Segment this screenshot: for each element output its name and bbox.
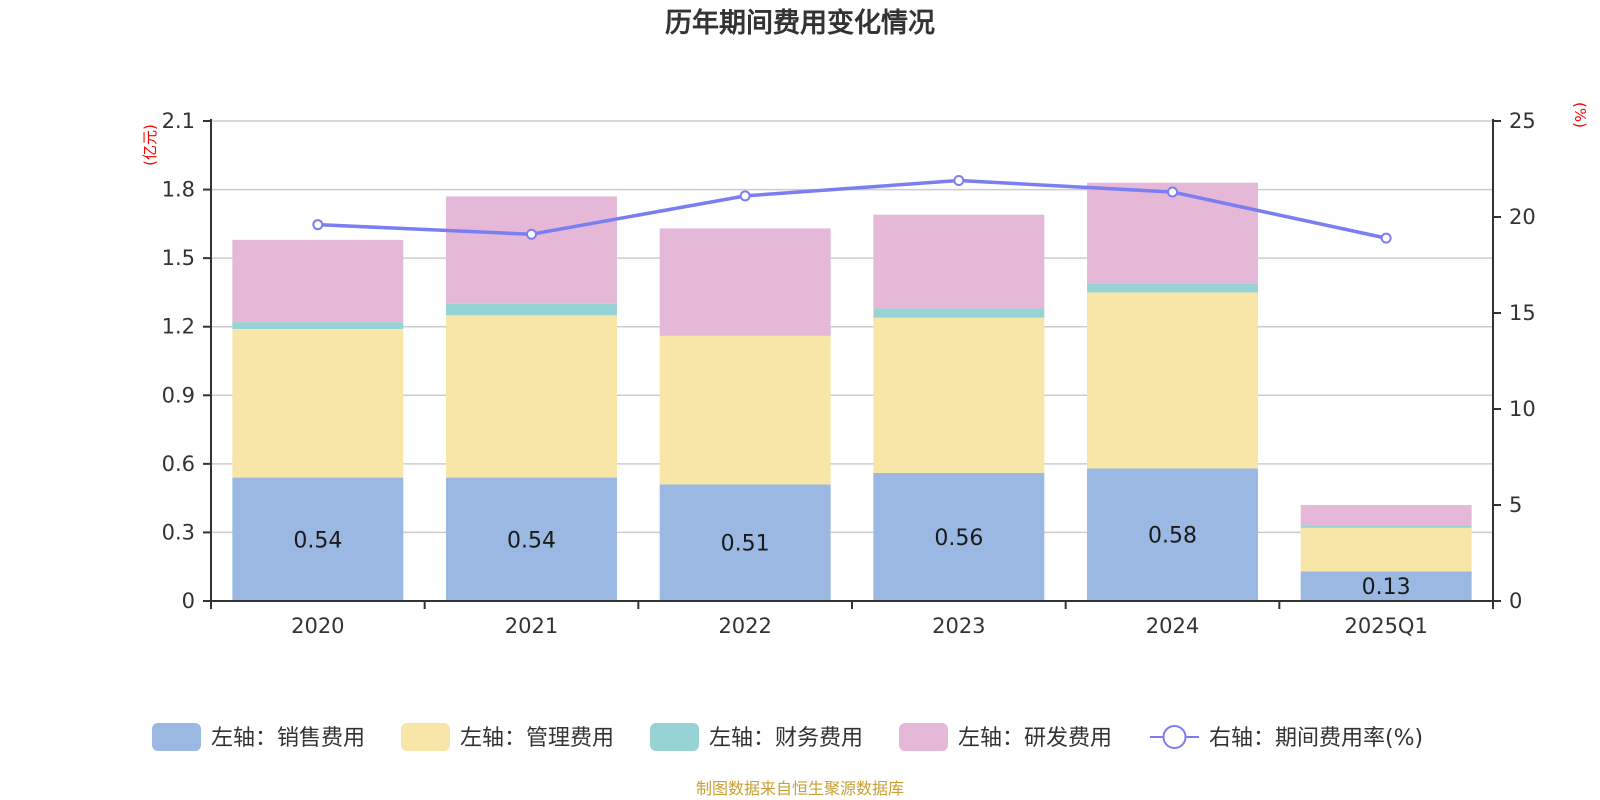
bar-segment: [1087, 468, 1258, 601]
bar-data-label: 0.54: [293, 528, 342, 553]
line-point: [526, 228, 537, 240]
legend-item: 左轴：销售费用: [152, 723, 365, 751]
bar-segment: [446, 196, 617, 304]
right-tick-label: 5: [1509, 493, 1522, 517]
left-tick-label: 1.2: [162, 315, 195, 339]
bar-segment: [873, 308, 1045, 318]
bars: [232, 182, 1472, 601]
left-tick-label: 0.3: [162, 520, 195, 544]
legend-item: 左轴：财务费用: [650, 723, 863, 751]
bar-labels: 0.54 0.54 0.51 0.56 0.58 0.13: [293, 524, 1410, 600]
chart-title: 历年期间费用变化情况: [665, 7, 935, 39]
right-tick-label: 0: [1509, 589, 1522, 613]
bar-segment: [1300, 571, 1472, 601]
bar-segment: [659, 484, 831, 601]
legend-item: 左轴：管理费用: [401, 723, 614, 751]
left-axis-unit: (亿元): [141, 124, 159, 166]
bar-segment: [873, 214, 1045, 309]
bar-segment: [446, 303, 617, 316]
bar-segment: [232, 329, 404, 478]
x-tick-label: 2025Q1: [1344, 614, 1427, 638]
line-point: [1167, 186, 1178, 198]
legend-swatch: [650, 723, 699, 751]
right-tick-label: 20: [1509, 205, 1536, 229]
legend-swatch: [899, 723, 948, 751]
right-tick-label: 10: [1509, 397, 1536, 421]
line-point: [1380, 232, 1392, 244]
legend-label: 左轴：财务费用: [709, 726, 863, 751]
bar-segment: [659, 335, 831, 485]
legend-marker-icon: [1162, 725, 1187, 749]
bar-data-label: 0.51: [721, 532, 770, 557]
bar-segment: [446, 315, 617, 478]
bar-segment: [232, 239, 404, 323]
bar-segment: [1087, 283, 1258, 293]
axes: 0 0.3 0.6 0.9 1.2 1.5 1.8 2.1 0 5 10 15 20 25 2020 2021…: [162, 109, 1536, 638]
right-tick-label: 25: [1509, 109, 1536, 133]
left-tick-label: 1.8: [162, 178, 195, 202]
bar-segment: [446, 477, 617, 601]
bar-segment: [873, 317, 1045, 473]
left-tick-label: 0: [182, 589, 195, 613]
bar-segment: [232, 477, 404, 601]
bar-data-label: 0.58: [1148, 524, 1197, 549]
line-series: [312, 175, 1392, 244]
line-point: [953, 175, 965, 187]
bar-segment: [873, 473, 1045, 601]
bar-segment: [1300, 527, 1472, 572]
legend-item: 右轴：期间费用率(%): [1150, 725, 1423, 751]
bar-data-label: 0.56: [934, 526, 983, 551]
bar-data-label: 0.13: [1362, 575, 1411, 600]
bar-segment: [1087, 182, 1258, 284]
x-tick-label: 2021: [505, 614, 558, 638]
legend-label: 右轴：期间费用率(%): [1209, 726, 1423, 751]
x-tick-label: 2023: [932, 614, 985, 638]
left-tick-label: 0.6: [162, 452, 195, 476]
bar-segment: [1300, 525, 1472, 528]
legend-label: 左轴：管理费用: [460, 726, 614, 751]
legend-swatch: [401, 723, 450, 751]
line-point: [312, 219, 324, 231]
left-tick-label: 2.1: [162, 109, 195, 133]
x-tick-label: 2022: [718, 614, 771, 638]
bar-segment: [1300, 505, 1472, 526]
legend-item: 左轴：研发费用: [899, 723, 1112, 751]
x-tick-label: 2024: [1146, 614, 1199, 638]
left-tick-label: 0.9: [162, 383, 195, 407]
bar-segment: [232, 322, 404, 329]
right-tick-label: 15: [1509, 301, 1536, 325]
legend-swatch: [152, 723, 201, 751]
source-note: 制图数据来自恒生聚源数据库: [696, 779, 904, 798]
bar-segment: [1087, 292, 1258, 469]
x-tick-label: 2020: [291, 614, 344, 638]
bar-segment: [659, 228, 831, 336]
legend-label: 左轴：研发费用: [958, 726, 1112, 751]
legend-label: 左轴：销售费用: [211, 726, 365, 751]
legend: 左轴：销售费用 左轴：管理费用 左轴：财务费用 左轴：研发费用 右轴：期间费用率(%): [152, 723, 1423, 751]
bar-data-label: 0.54: [507, 528, 556, 553]
right-axis-unit: (%): [1571, 102, 1589, 128]
line-path: [317, 178, 1387, 240]
left-tick-label: 1.5: [162, 246, 195, 270]
line-point: [739, 190, 751, 202]
